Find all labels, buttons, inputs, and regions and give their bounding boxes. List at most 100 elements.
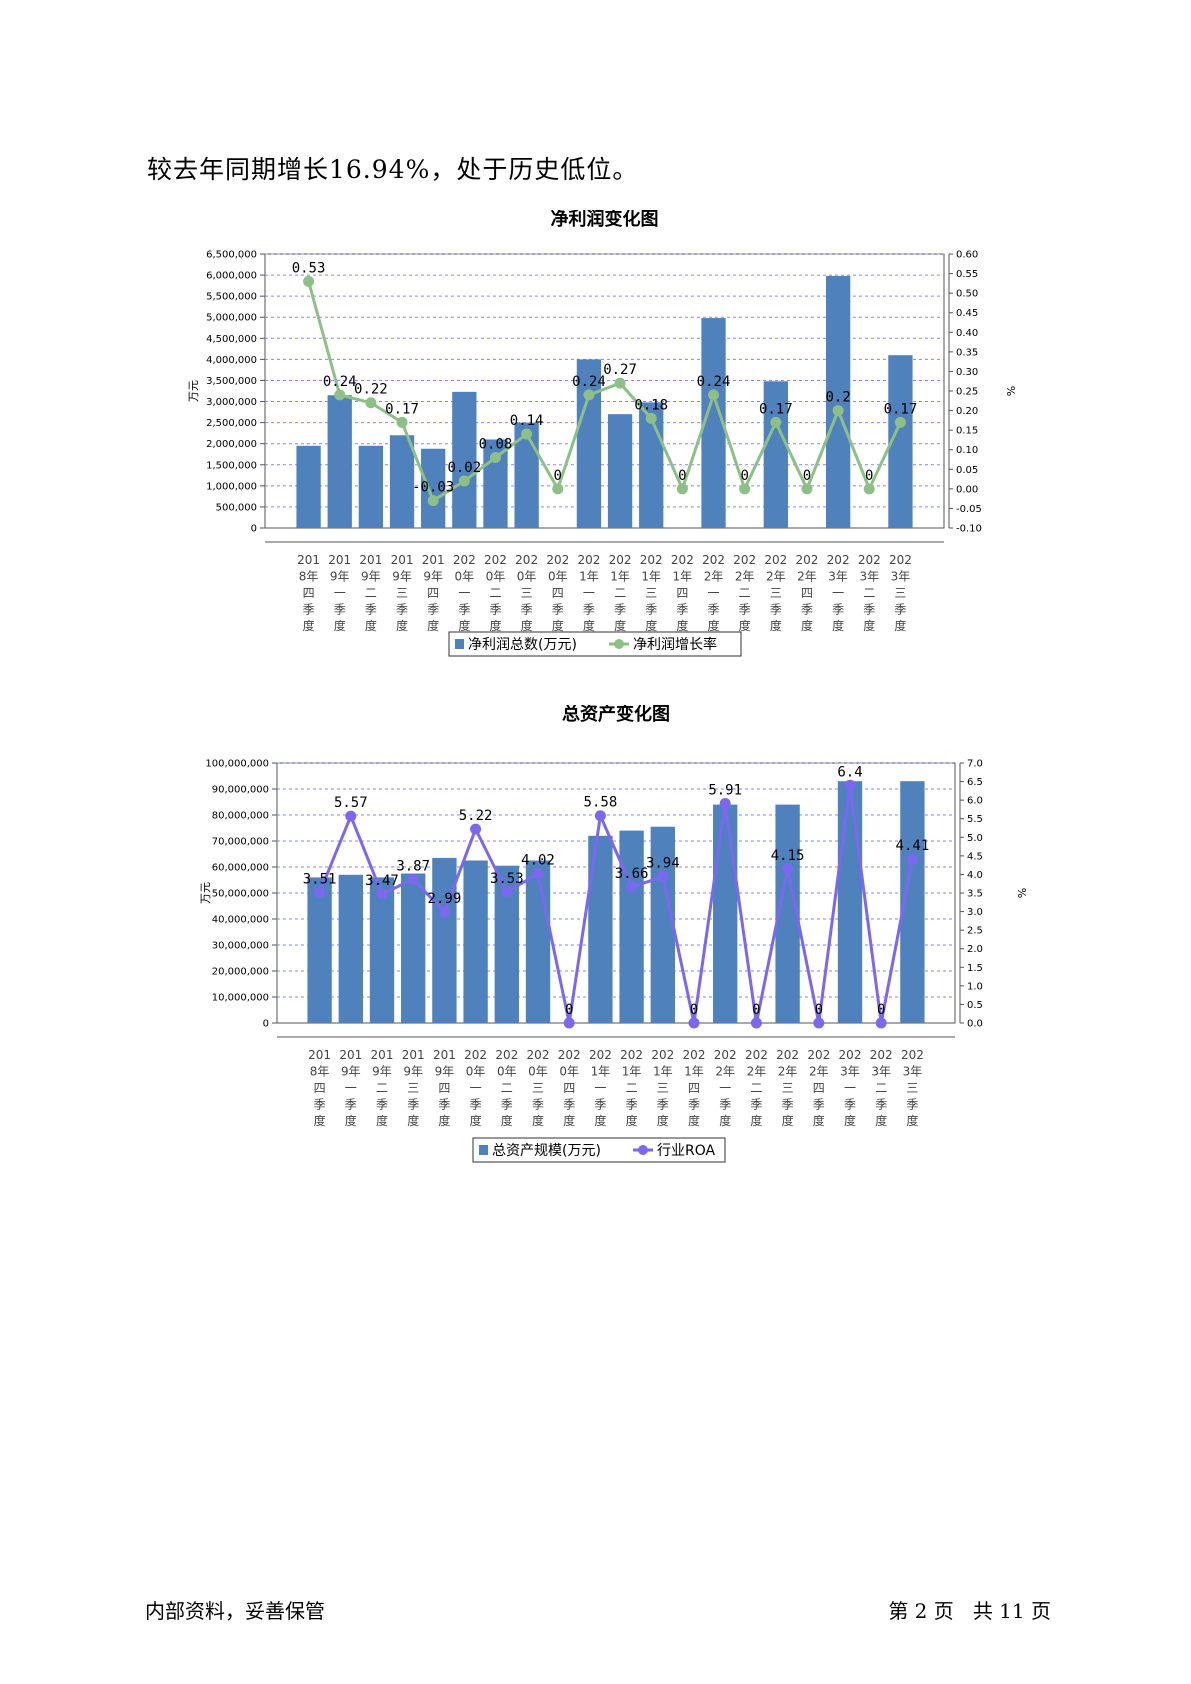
x-tick-label: 202 1年一季度 xyxy=(577,553,600,633)
bar xyxy=(825,275,851,528)
line-point xyxy=(583,389,595,401)
data-label: 0 xyxy=(740,468,748,484)
line-point xyxy=(676,483,688,495)
x-tick-label: 201 9年一季度 xyxy=(328,553,351,633)
right-tick-label: 1.0 xyxy=(967,981,983,992)
legend-line-marker xyxy=(614,639,624,649)
x-tick-label: 202 0年二季度 xyxy=(484,553,507,633)
legend-line-label: 净利润增长率 xyxy=(633,636,717,653)
left-tick-label: 1,500,000 xyxy=(206,460,257,471)
data-label: 3.87 xyxy=(396,858,430,874)
line-point xyxy=(365,397,377,409)
left-tick-label: 2,500,000 xyxy=(206,418,257,429)
line-point xyxy=(626,881,638,893)
data-label: 4.41 xyxy=(896,838,930,854)
line-point xyxy=(750,1017,762,1029)
right-tick-label: -0.10 xyxy=(956,524,982,535)
x-tick-label: 202 1年二季度 xyxy=(620,1048,643,1128)
left-tick-label: 5,000,000 xyxy=(206,313,257,324)
data-label: 0.02 xyxy=(447,460,481,476)
x-tick-label: 202 1年一季度 xyxy=(589,1048,612,1128)
line-point xyxy=(708,389,720,401)
x-tick-label: 202 2年三季度 xyxy=(764,553,787,633)
bar xyxy=(837,781,863,1023)
data-label: 0.14 xyxy=(510,413,544,429)
line-point xyxy=(614,377,626,389)
line-point xyxy=(863,483,875,495)
line-point xyxy=(844,779,856,791)
left-tick-label: 80,000,000 xyxy=(212,811,269,822)
data-label: 0 xyxy=(815,1002,823,1018)
x-tick-label: 202 3年一季度 xyxy=(827,553,850,633)
line-point xyxy=(427,495,439,507)
x-tick-label: 202 3年一季度 xyxy=(839,1048,862,1128)
x-tick-label: 202 2年四季度 xyxy=(796,553,819,633)
x-tick-label: 202 2年一季度 xyxy=(702,553,725,633)
line-point xyxy=(832,405,844,417)
footer-page-number: 第 2 页 共 11 页 xyxy=(888,1599,1051,1623)
line-point xyxy=(470,823,482,835)
x-tick-label: 202 0年四季度 xyxy=(558,1048,581,1128)
right-tick-label: 4.0 xyxy=(967,870,983,881)
right-tick-label: 0.40 xyxy=(956,328,978,339)
x-tick-label: 202 0年一季度 xyxy=(453,553,476,633)
legend-bar-label: 总资产规模(万元) xyxy=(492,1143,601,1159)
right-tick-label: 0.20 xyxy=(956,406,978,417)
x-tick-label: 202 3年二季度 xyxy=(858,553,881,633)
line-point xyxy=(407,873,419,885)
left-tick-label: 1,000,000 xyxy=(206,481,257,492)
right-tick-label: 0.50 xyxy=(956,289,978,300)
x-tick-label: 201 9年二季度 xyxy=(371,1048,394,1128)
data-label: 0 xyxy=(554,468,562,484)
line-point xyxy=(501,886,513,898)
line-point xyxy=(314,887,326,899)
right-tick-label: 1.5 xyxy=(967,963,983,974)
left-tick-label: 20,000,000 xyxy=(212,967,269,978)
line-point xyxy=(376,888,388,900)
data-label: 0.27 xyxy=(603,362,637,378)
x-tick-label: 201 9年三季度 xyxy=(402,1048,425,1128)
data-label: 0.17 xyxy=(884,401,918,417)
data-label: 0 xyxy=(803,468,811,484)
bar xyxy=(452,391,477,528)
right-axis-title: % xyxy=(1004,386,1017,396)
data-label: -0.03 xyxy=(412,480,454,496)
line-point xyxy=(770,416,782,428)
line-point xyxy=(875,1017,887,1029)
right-tick-label: 0.25 xyxy=(956,387,978,398)
line-series xyxy=(307,281,902,503)
data-label: 0.17 xyxy=(385,401,419,417)
bar xyxy=(369,877,395,1023)
line-point xyxy=(489,452,501,464)
footer-confidential: 内部资料，妥善保管 xyxy=(145,1599,325,1623)
right-tick-label: 0.60 xyxy=(956,250,978,261)
x-tick-label: 202 0年一季度 xyxy=(464,1048,487,1128)
x-tick-label: 202 1年四季度 xyxy=(671,553,694,633)
x-tick-label: 202 0年二季度 xyxy=(495,1048,518,1128)
data-label: 5.57 xyxy=(334,795,368,811)
data-label: 4.02 xyxy=(521,853,555,869)
x-tick-label: 202 2年四季度 xyxy=(807,1048,830,1128)
right-tick-label: 0.45 xyxy=(956,308,978,319)
data-label: 0.22 xyxy=(354,382,388,398)
left-tick-label: 70,000,000 xyxy=(212,837,269,848)
legend-line-marker xyxy=(638,1145,648,1155)
bar xyxy=(432,857,457,1023)
data-label: 0 xyxy=(865,468,873,484)
line-point xyxy=(801,483,813,495)
line-point xyxy=(813,1017,825,1029)
left-tick-label: 0 xyxy=(251,524,257,535)
right-tick-label: 0.55 xyxy=(956,269,978,280)
left-tick-label: 500,000 xyxy=(216,502,257,513)
left-tick-label: 90,000,000 xyxy=(212,785,269,796)
bar xyxy=(421,448,446,528)
line-point xyxy=(552,483,564,495)
right-tick-label: 0.15 xyxy=(956,426,978,437)
x-tick-label: 202 1年四季度 xyxy=(683,1048,706,1128)
left-tick-label: 0 xyxy=(263,1019,269,1030)
data-label: 5.58 xyxy=(584,795,618,811)
data-label: 0.17 xyxy=(759,401,793,417)
data-label: 0.24 xyxy=(697,374,731,390)
bar xyxy=(296,445,321,528)
bar xyxy=(576,359,602,528)
